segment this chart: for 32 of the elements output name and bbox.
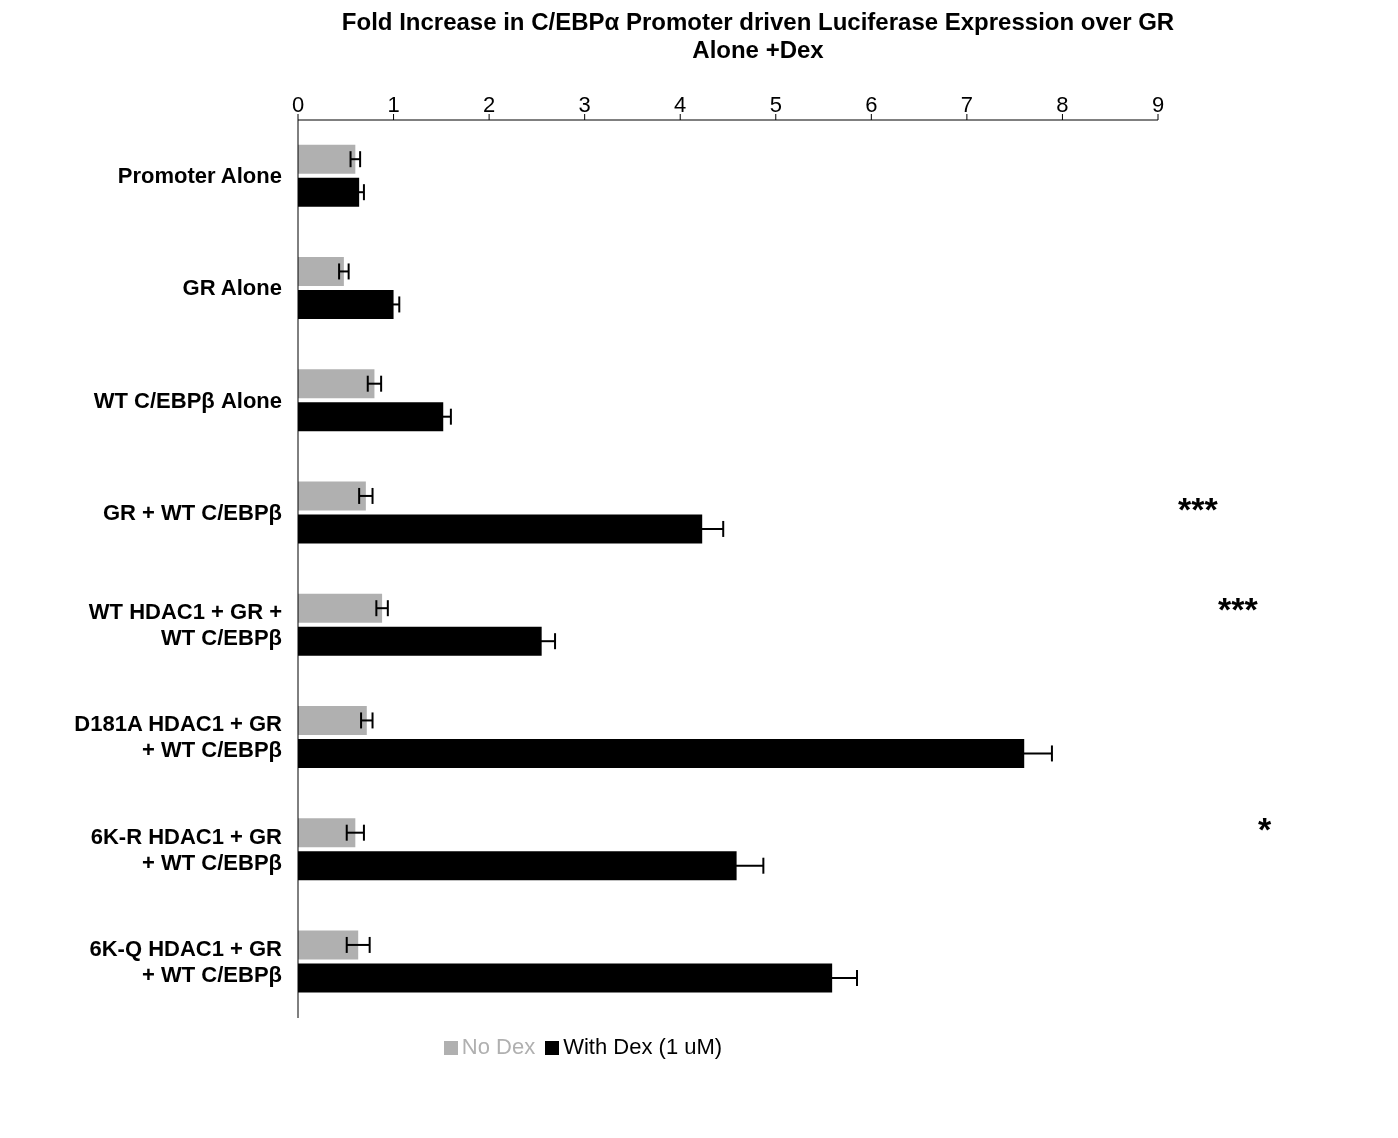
bar	[298, 369, 375, 399]
text: ***	[1178, 490, 1218, 529]
legend-label: No Dex	[461, 1034, 536, 1059]
chart-title: Fold Increase in C/EBPα Promoter driven Luciferase Expression over GR Alone +Dex	[340, 8, 1176, 64]
x-tick-label: 0	[291, 92, 305, 117]
text: ***	[1218, 590, 1258, 629]
y-tick-label: D181A HDAC1 + GR + WT C/EBPβ	[74, 711, 283, 763]
y-tick-label: GR Alone	[182, 275, 282, 301]
x-tick-label: 6	[865, 92, 878, 117]
x-tick-label: 4	[674, 92, 687, 117]
bar	[298, 256, 344, 286]
x-tick-label: 1	[387, 92, 400, 117]
x-tick-label: 3	[578, 92, 591, 117]
bar	[298, 593, 383, 623]
y-tick-label: WT C/EBPβ Alone	[93, 387, 282, 413]
y-tick-label: WT HDAC1 + GR + WT C/EBPβ	[88, 599, 282, 651]
legend-label: With Dex (1 uM)	[563, 1034, 723, 1059]
x-tick-label: 9	[1151, 92, 1165, 117]
x-tick-label: 7	[960, 92, 974, 117]
bar	[298, 144, 356, 174]
bar	[298, 705, 367, 735]
x-tick-label: 2	[482, 92, 496, 117]
y-tick-label: 6K-R HDAC1 + GR + WT C/EBPβ	[90, 823, 283, 875]
bar	[298, 818, 356, 848]
y-tick-label: 6K-Q HDAC1 + GR + WT C/EBPβ	[89, 935, 283, 987]
x-tick-label: 5	[769, 92, 782, 117]
bar	[298, 481, 366, 511]
text: *	[1258, 810, 1272, 849]
y-tick-label: Promoter Alone	[117, 163, 282, 189]
bar	[298, 930, 359, 960]
y-tick-label: GR + WT C/EBPβ	[102, 499, 282, 525]
x-tick-label: 8	[1056, 92, 1069, 117]
